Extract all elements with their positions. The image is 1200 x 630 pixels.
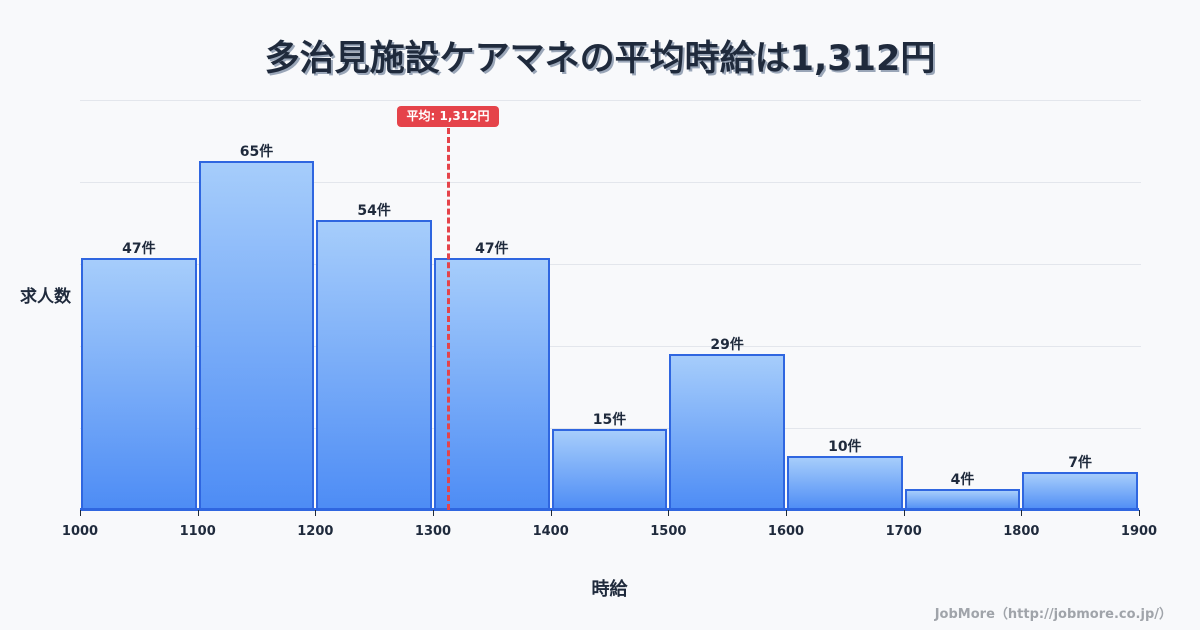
bar-value-label: 54件 bbox=[357, 203, 391, 220]
x-axis-label: 時給 bbox=[591, 579, 628, 600]
bar-value-label: 29件 bbox=[710, 337, 744, 354]
chart-title: 多治見施設ケアマネの平均時給は1,312円 bbox=[264, 39, 936, 79]
x-tick bbox=[1139, 510, 1140, 516]
histogram-bar bbox=[787, 456, 903, 510]
bar-value-label: 15件 bbox=[592, 412, 627, 429]
bar-value-label: 47件 bbox=[475, 240, 509, 257]
gridline bbox=[80, 264, 1141, 265]
plot-area: 47件 65件 54件 47件 15件 29件 10件 4件 7件 bbox=[80, 100, 1141, 510]
y-axis-label: 求人数 bbox=[20, 287, 71, 307]
source-credit: JobMore（http://jobmore.co.jp/） bbox=[934, 607, 1172, 622]
gridline bbox=[80, 182, 1141, 183]
mean-badge: 平均: 1,312円 bbox=[397, 106, 499, 127]
bar-value-label: 4件 bbox=[950, 471, 975, 488]
x-tick bbox=[1021, 510, 1023, 516]
x-tick-label: 1400 bbox=[532, 524, 569, 539]
x-axis-baseline bbox=[80, 508, 1139, 511]
gridline bbox=[80, 100, 1141, 101]
x-tick bbox=[315, 510, 317, 516]
histogram-bar bbox=[669, 354, 785, 510]
histogram-bar bbox=[434, 257, 550, 510]
bar-value-label: 65件 bbox=[239, 143, 274, 160]
histogram-bar bbox=[316, 220, 432, 510]
x-tick bbox=[550, 510, 552, 516]
x-tick-label: 1300 bbox=[414, 524, 452, 539]
x-tick-label: 1600 bbox=[767, 524, 805, 539]
gridline bbox=[80, 428, 1141, 429]
histogram-bar bbox=[904, 488, 1021, 510]
bar-value-label: 7件 bbox=[1068, 455, 1093, 472]
x-tick bbox=[903, 510, 905, 516]
x-tick bbox=[197, 510, 199, 516]
histogram-bar bbox=[551, 429, 668, 510]
x-tick-label: 1200 bbox=[297, 524, 334, 539]
x-tick-label: 1100 bbox=[179, 524, 216, 539]
x-tick-label: 1700 bbox=[885, 524, 922, 539]
x-tick bbox=[433, 510, 434, 516]
x-tick-label: 1000 bbox=[61, 524, 99, 539]
x-tick-label: 1800 bbox=[1003, 524, 1040, 539]
bar-value-label: 10件 bbox=[828, 439, 862, 456]
histogram-bar bbox=[198, 160, 315, 510]
x-tick-label: 1900 bbox=[1120, 524, 1158, 539]
x-tick bbox=[786, 510, 787, 516]
bar-value-label: 47件 bbox=[122, 240, 156, 257]
histogram-bar bbox=[81, 257, 197, 510]
x-tick bbox=[80, 510, 81, 516]
histogram-bar bbox=[1022, 472, 1138, 510]
x-tick-label: 1500 bbox=[650, 524, 687, 539]
x-tick bbox=[668, 510, 670, 516]
mean-line bbox=[447, 128, 450, 510]
gridline bbox=[80, 346, 1141, 347]
